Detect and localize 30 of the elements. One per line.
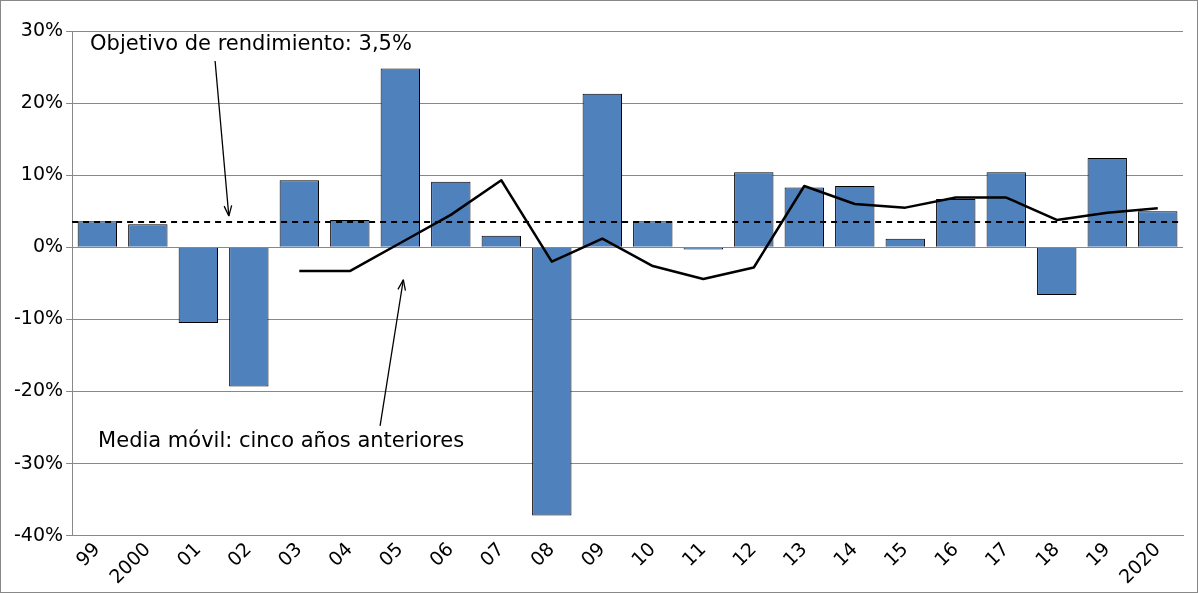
y-tick-label: 10% <box>20 162 64 185</box>
x-tick-label: 08 <box>525 537 559 571</box>
y-tick-label: -20% <box>13 378 64 401</box>
x-tick-label: 07 <box>474 537 508 571</box>
y-tick-label: -10% <box>13 306 64 329</box>
x-tick-label: 01 <box>171 537 205 571</box>
x-tick-label: 16 <box>929 537 963 571</box>
x-tick-label: 11 <box>676 537 710 571</box>
x-tick-label: 99 <box>70 537 104 571</box>
x-tick-label: 18 <box>1030 537 1064 571</box>
x-tick-label: 04 <box>323 537 357 571</box>
x-tick-label: 12 <box>727 537 761 571</box>
y-tick-label: 30% <box>20 17 64 40</box>
x-tick-label: 13 <box>777 537 811 571</box>
x-tick-label: 17 <box>979 537 1013 571</box>
x-tick-label: 19 <box>1080 537 1114 571</box>
x-tick-label: 10 <box>626 537 660 571</box>
x-tick-label: 03 <box>272 537 306 571</box>
y-tick-label: 20% <box>20 90 64 113</box>
y-tick-label: 0% <box>32 234 64 257</box>
x-tick-label: 05 <box>373 537 407 571</box>
x-tick-label: 09 <box>575 537 609 571</box>
x-tick-label: 14 <box>828 537 862 571</box>
y-tick-label: -40% <box>13 522 64 545</box>
ref-line-label: Objetivo de rendimiento: 3,5% <box>90 31 412 56</box>
y-tick-label: -30% <box>13 450 64 473</box>
x-tick-label: 02 <box>222 537 256 571</box>
x-tick-label: 06 <box>424 537 458 571</box>
text: Media móvil: cinco años anteriores <box>98 428 465 453</box>
x-tick-label: 15 <box>878 537 912 571</box>
